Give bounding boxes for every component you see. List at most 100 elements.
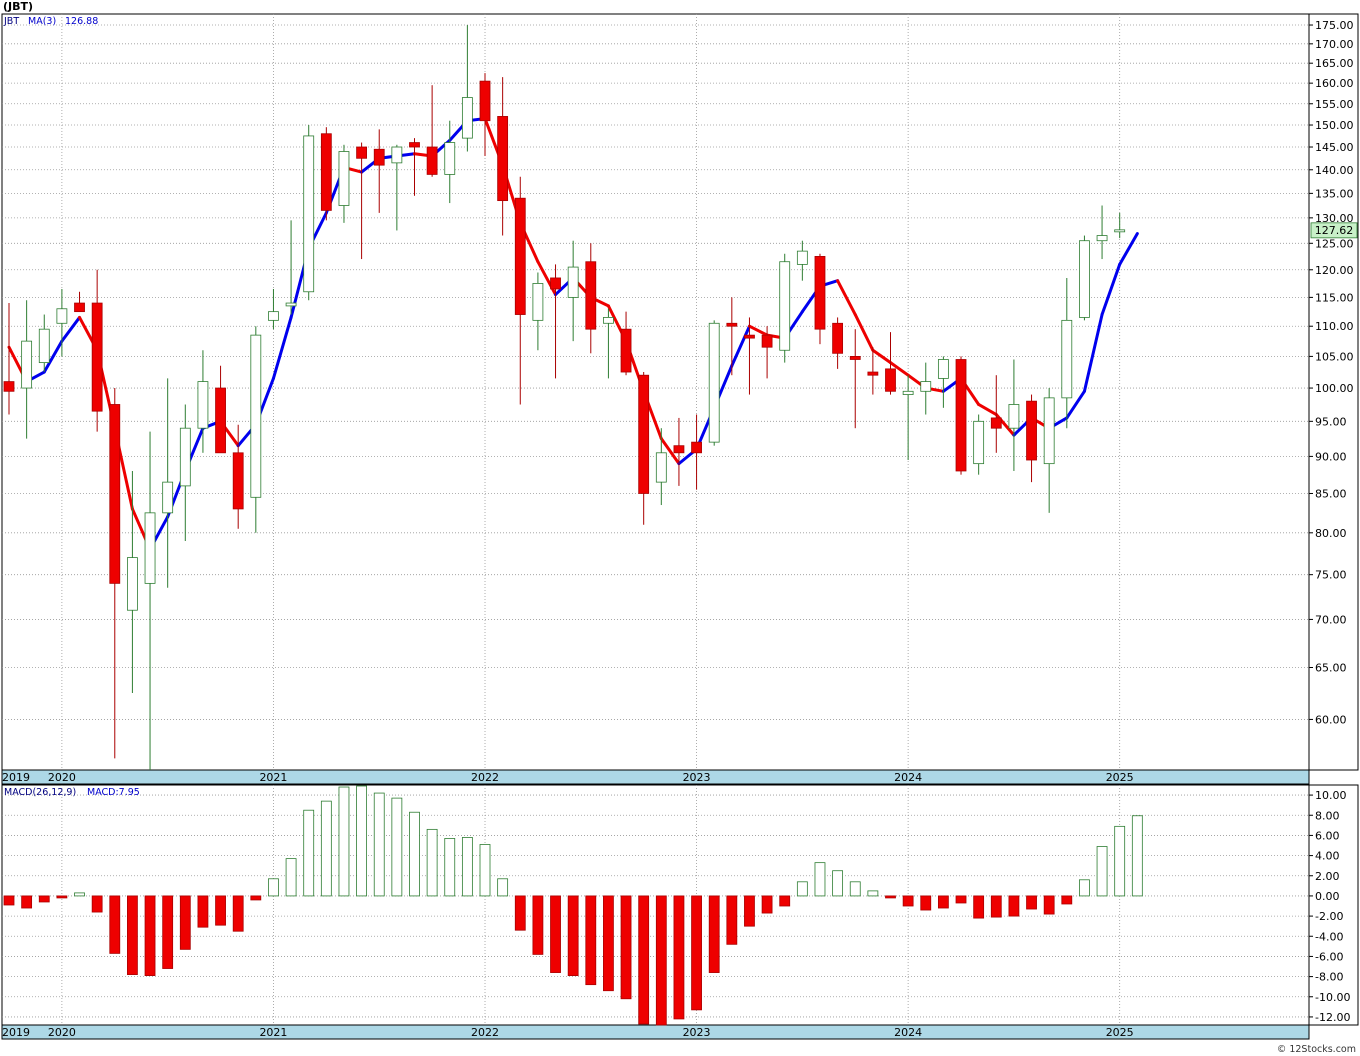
- candle: [708, 320, 720, 446]
- candle: [303, 125, 315, 301]
- candle-body: [391, 146, 403, 164]
- candle: [603, 308, 614, 379]
- macd-bar: [497, 878, 509, 897]
- candle: [973, 414, 985, 475]
- macd-bar: [867, 890, 879, 897]
- candle: [356, 142, 368, 260]
- macd-bar: [127, 895, 138, 975]
- price-tick-label: 145.00: [1315, 141, 1354, 154]
- macd-bar: [144, 895, 156, 976]
- macd-bar: [603, 895, 614, 992]
- candle: [215, 365, 226, 454]
- candle-body: [1114, 229, 1126, 233]
- candle-body: [1096, 235, 1108, 242]
- candle: [1008, 359, 1020, 471]
- candle: [832, 317, 844, 369]
- watermark: © 12Stocks.com: [1277, 1044, 1356, 1055]
- price-tick-label: 90.00: [1315, 450, 1347, 463]
- ma-segment: [659, 437, 681, 466]
- macd-bar: [955, 895, 967, 904]
- macd-bar: [409, 811, 420, 897]
- candle: [920, 362, 932, 415]
- candle: [38, 314, 50, 373]
- candle: [461, 25, 473, 152]
- date-tick-label: 2020: [48, 771, 76, 784]
- macd-axis-panel: [1308, 784, 1359, 1026]
- macd-bar: [796, 881, 808, 897]
- date-tick-label: 2020: [48, 1026, 76, 1039]
- candle: [673, 417, 685, 486]
- candle: [285, 220, 297, 315]
- ma-segment: [871, 348, 892, 365]
- date-tick-label: 2025: [1106, 771, 1134, 784]
- macd-bar: [1114, 825, 1126, 897]
- candle: [532, 272, 544, 351]
- macd-bar: [285, 858, 297, 897]
- macd-bar: [21, 895, 33, 909]
- candle: [990, 375, 1002, 453]
- macd-bar: [1079, 879, 1090, 897]
- candle-body: [74, 302, 85, 313]
- candle: [567, 240, 579, 342]
- candle: [1114, 212, 1126, 239]
- macd-bar: [920, 895, 932, 911]
- price-axis-panel: [1308, 13, 1359, 771]
- price-tick-label: 140.00: [1315, 164, 1354, 177]
- macd-bar: [1061, 895, 1073, 905]
- macd-bar: [832, 870, 844, 897]
- candle: [444, 120, 456, 204]
- price-tick-label: 150.00: [1315, 119, 1354, 132]
- candle-body: [532, 283, 544, 321]
- ma-segment: [730, 324, 751, 368]
- candle-body: [814, 256, 826, 330]
- candle-body: [673, 445, 685, 454]
- macd-bar: [479, 844, 491, 897]
- candle: [197, 350, 209, 453]
- candle-body: [91, 302, 103, 412]
- ma-segment: [747, 324, 769, 337]
- macd-bar: [215, 895, 226, 926]
- macd-value: MACD:7.95: [87, 787, 140, 798]
- candle-body: [1008, 404, 1020, 429]
- price-tick-label: 70.00: [1315, 613, 1347, 626]
- chart-title: (JBT): [3, 0, 33, 13]
- ma-segment: [1065, 389, 1086, 420]
- candle-body: [937, 359, 949, 379]
- price-tick-label: 125.00: [1315, 237, 1354, 250]
- candle-body: [303, 135, 315, 293]
- candle: [250, 326, 262, 533]
- macd-bar: [232, 895, 244, 932]
- price-tick-label: 135.00: [1315, 187, 1354, 200]
- candle-body: [409, 142, 420, 148]
- candle: [320, 127, 332, 221]
- candle: [179, 404, 191, 541]
- date-tick-label: 2023: [683, 1026, 711, 1039]
- macd-bar: [3, 895, 15, 906]
- candle: [638, 372, 650, 525]
- candle: [1096, 205, 1108, 260]
- candle-body: [144, 512, 156, 584]
- candle-body: [268, 311, 279, 321]
- date-tick-label: 2021: [259, 1026, 287, 1039]
- candle: [902, 375, 914, 461]
- candle: [885, 332, 896, 395]
- candle: [1079, 235, 1090, 321]
- candle-body: [127, 557, 138, 611]
- macd-bar: [1131, 815, 1143, 897]
- candle-body: [338, 151, 350, 206]
- price-tick-label: 165.00: [1315, 57, 1354, 70]
- macd-bar: [391, 797, 403, 897]
- macd-bar: [744, 895, 755, 927]
- candle-body: [197, 381, 209, 429]
- macd-bar: [1096, 846, 1108, 897]
- price-tick-label: 110.00: [1315, 320, 1354, 333]
- candle: [497, 77, 509, 236]
- date-tick-label: 2024: [894, 771, 922, 784]
- candle: [409, 138, 420, 196]
- candle-body: [38, 328, 50, 364]
- candle-body: [638, 374, 650, 494]
- macd-tick-label: -10.00: [1315, 991, 1350, 1004]
- candle-body: [1079, 240, 1090, 318]
- price-tick-label: 120.00: [1315, 264, 1354, 277]
- macd-bar: [461, 837, 473, 897]
